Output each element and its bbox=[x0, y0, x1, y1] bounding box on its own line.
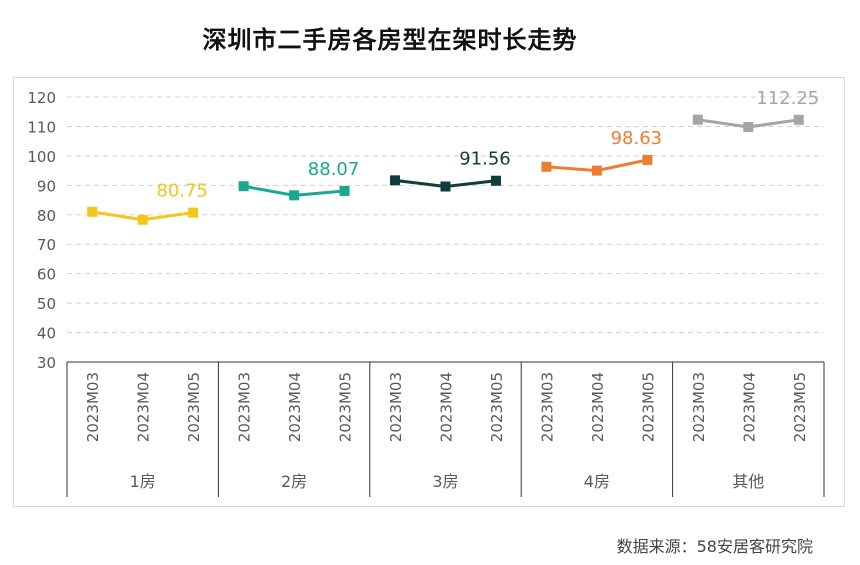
x-tick-label: 2023M05 bbox=[337, 372, 355, 442]
data-label: 80.75 bbox=[156, 181, 208, 202]
x-tick-label: 2023M03 bbox=[538, 372, 556, 442]
y-tick-label: 60 bbox=[37, 266, 56, 284]
data-label: 98.63 bbox=[611, 128, 663, 149]
chart-frame bbox=[13, 77, 845, 507]
x-tick-label: 2023M05 bbox=[639, 372, 657, 442]
data-point bbox=[137, 214, 148, 225]
x-tick-label: 2023M04 bbox=[740, 372, 758, 442]
x-tick-label: 2023M05 bbox=[185, 372, 203, 442]
y-tick-label: 40 bbox=[37, 325, 56, 343]
group-label: 1房 bbox=[130, 472, 156, 491]
data-label: 112.25 bbox=[756, 88, 819, 109]
group-label: 2房 bbox=[281, 472, 307, 491]
data-point bbox=[793, 114, 804, 125]
data-point bbox=[440, 181, 451, 192]
data-point bbox=[188, 207, 199, 218]
x-tick-label: 2023M03 bbox=[236, 372, 254, 442]
data-point bbox=[339, 186, 350, 197]
x-tick-label: 2023M03 bbox=[387, 372, 405, 442]
data-point bbox=[390, 175, 401, 186]
data-point bbox=[289, 190, 300, 201]
data-point bbox=[541, 161, 552, 172]
data-label: 88.07 bbox=[308, 159, 360, 180]
group-label: 3房 bbox=[432, 472, 458, 491]
data-point bbox=[743, 122, 754, 133]
x-tick-label: 2023M05 bbox=[488, 372, 506, 442]
data-point bbox=[591, 165, 602, 176]
group-label: 4房 bbox=[584, 472, 610, 491]
chart-title: 深圳市二手房各房型在架时长走势 bbox=[202, 26, 578, 54]
y-tick-label: 110 bbox=[27, 118, 56, 136]
y-tick-label: 50 bbox=[37, 295, 56, 313]
data-source: 数据来源：58安居客研究院 bbox=[616, 537, 813, 556]
y-tick-label: 80 bbox=[37, 207, 56, 225]
y-tick-label: 100 bbox=[27, 148, 56, 166]
y-tick-label: 120 bbox=[27, 89, 56, 107]
x-tick-label: 2023M04 bbox=[438, 372, 456, 442]
y-tick-label: 90 bbox=[37, 177, 56, 195]
data-point bbox=[692, 114, 703, 125]
y-tick-label: 70 bbox=[37, 236, 56, 254]
x-tick-label: 2023M05 bbox=[791, 372, 809, 442]
data-label: 91.56 bbox=[459, 149, 511, 170]
x-tick-label: 2023M03 bbox=[84, 372, 102, 442]
x-tick-label: 2023M04 bbox=[589, 372, 607, 442]
group-label: 其他 bbox=[732, 472, 764, 491]
x-tick-label: 2023M03 bbox=[690, 372, 708, 442]
data-point bbox=[490, 175, 501, 186]
data-point bbox=[642, 154, 653, 165]
data-point bbox=[238, 181, 249, 192]
x-tick-label: 2023M04 bbox=[135, 372, 153, 442]
data-point bbox=[87, 206, 98, 217]
x-tick-label: 2023M04 bbox=[286, 372, 304, 442]
y-tick-label: 30 bbox=[37, 354, 56, 372]
